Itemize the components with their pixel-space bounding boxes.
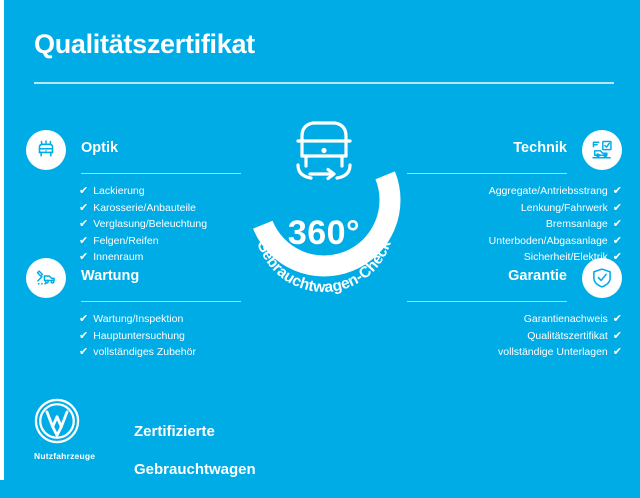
list-item-label: Lenkung/Fahrwerk xyxy=(520,201,608,214)
section-optik-divider xyxy=(81,173,241,174)
section-garantie: Garantie Garantienachweis ✔ Qualitätszert… xyxy=(407,258,622,377)
section-wartung-divider xyxy=(81,301,241,302)
list-item: ✔ Felgen/Reifen xyxy=(79,233,241,250)
list-item: ✔ Wartung/Inspektion xyxy=(79,311,241,328)
list-item-label: Innenraum xyxy=(93,251,144,263)
section-technik-list: Aggregate/Antriebsstrang ✔ Lenkung/Fahrwe… xyxy=(407,183,622,266)
list-item: ✔ Innenraum xyxy=(79,249,241,266)
section-wartung-title: Wartung xyxy=(81,268,140,284)
section-optik-list: ✔ Lackierung ✔ Karosserie/Anbauteile ✔ Verg… xyxy=(26,183,241,266)
check-icon: ✔ xyxy=(612,201,622,214)
check-icon: ✔ xyxy=(79,234,89,247)
list-item-label: Hauptuntersuchung xyxy=(93,329,185,342)
list-item-label: Aggregate/Antriebsstrang xyxy=(488,185,608,197)
footer: Nutzfahrzeuge Zertifizierte Gebrauchtwag… xyxy=(34,398,256,498)
certificate-page: Qualitätszertifikat Optik xyxy=(0,0,622,480)
degrees-label: 360° xyxy=(288,214,360,252)
vw-logo-subtitle: Nutzfahrzeuge xyxy=(34,451,96,461)
list-item-label: Karosserie/Anbauteile xyxy=(93,201,196,214)
list-item: Garantienachweis ✔ xyxy=(407,311,622,328)
section-technik-header: Technik xyxy=(407,130,622,172)
title-divider xyxy=(34,81,614,84)
header: Qualitätszertifikat xyxy=(34,29,614,84)
section-technik-divider xyxy=(407,173,567,174)
list-item: Qualitätszertifikat ✔ xyxy=(407,328,622,345)
check-icon: ✔ xyxy=(79,201,89,214)
section-optik: Optik ✔ Lackierung ✔ Karosserie/Anbauteile… xyxy=(26,130,241,282)
check-icon: ✔ xyxy=(612,346,622,358)
section-garantie-list: Garantienachweis ✔ Qualitätszertifikat ✔ v… xyxy=(407,311,622,361)
360-ring xyxy=(253,171,401,277)
check-icon: ✔ xyxy=(612,251,622,263)
vw-logo-block: Nutzfahrzeuge xyxy=(34,398,106,461)
list-item: ✔ Verglasung/Beleuchtung xyxy=(79,216,241,233)
check-icon: ✔ xyxy=(79,218,89,230)
list-item: ✔ Karosserie/Anbauteile xyxy=(79,200,241,217)
list-item-label: Lackierung xyxy=(93,185,145,197)
list-item: Lenkung/Fahrwerk ✔ xyxy=(407,200,622,217)
list-item-label: Sicherheit/Elektrik xyxy=(523,251,608,263)
section-technik: Technik Aggregate/Antriebsstrang ✔ Lenkun… xyxy=(407,130,622,282)
check-icon: ✔ xyxy=(612,185,622,197)
section-wartung-list: ✔ Wartung/Inspektion ✔ Hauptuntersuchung ✔… xyxy=(26,311,241,361)
check-icon: ✔ xyxy=(612,313,622,325)
footer-line-2: Gebrauchtwagen xyxy=(134,461,256,478)
car-lift-checklist-icon xyxy=(582,130,622,170)
check-icon: ✔ xyxy=(612,329,622,342)
list-item-label: Unterboden/Abgasanlage xyxy=(488,234,608,247)
list-item-label: Bremsanlage xyxy=(545,218,608,230)
list-item-label: Garantienachweis xyxy=(523,313,608,325)
service-van-icon xyxy=(26,258,66,298)
list-item: Sicherheit/Elektrik ✔ xyxy=(407,249,622,266)
shield-check-icon xyxy=(582,258,622,298)
check-icon: ✔ xyxy=(79,346,89,358)
list-item: vollständige Unterlagen ✔ xyxy=(407,344,622,361)
list-item-label: Felgen/Reifen xyxy=(93,234,159,247)
footer-line-1: Zertifizierte xyxy=(134,423,215,440)
list-item: Aggregate/Antriebsstrang ✔ xyxy=(407,183,622,200)
section-garantie-divider xyxy=(407,301,567,302)
check-icon: ✔ xyxy=(79,185,89,197)
footer-text: Zertifizierte Gebrauchtwagen xyxy=(134,403,256,498)
list-item: Bremsanlage ✔ xyxy=(407,216,622,233)
list-item: ✔ vollständiges Zubehör xyxy=(79,344,241,361)
page-title: Qualitätszertifikat xyxy=(34,29,255,59)
list-item-label: vollständiges Zubehör xyxy=(93,346,196,358)
list-item-label: Wartung/Inspektion xyxy=(93,313,184,325)
check-icon: ✔ xyxy=(612,218,622,230)
section-optik-title: Optik xyxy=(81,140,119,156)
list-item: ✔ Lackierung xyxy=(79,183,241,200)
check-icon: ✔ xyxy=(79,251,89,263)
section-garantie-title: Garantie xyxy=(508,268,567,284)
check-icon: ✔ xyxy=(612,234,622,247)
car-360-rotation-icon xyxy=(296,121,352,181)
360-check-badge: 360° Gebrauchtwagen-Check xyxy=(228,104,420,304)
car-front-icon xyxy=(26,130,66,170)
list-item-label: vollständige Unterlagen xyxy=(498,346,608,358)
section-optik-header: Optik xyxy=(26,130,241,172)
list-item-label: Qualitätszertifikat xyxy=(527,329,608,342)
list-item-label: Verglasung/Beleuchtung xyxy=(93,218,208,230)
check-icon: ✔ xyxy=(79,329,89,342)
list-item: ✔ Hauptuntersuchung xyxy=(79,328,241,345)
section-technik-title: Technik xyxy=(513,140,567,156)
section-wartung: Wartung ✔ Wartung/Inspektion ✔ Hauptunters… xyxy=(26,258,241,377)
section-garantie-header: Garantie xyxy=(407,258,622,300)
vw-logo xyxy=(34,398,80,444)
check-icon: ✔ xyxy=(79,313,89,325)
list-item: Unterboden/Abgasanlage ✔ xyxy=(407,233,622,250)
section-wartung-header: Wartung xyxy=(26,258,241,300)
